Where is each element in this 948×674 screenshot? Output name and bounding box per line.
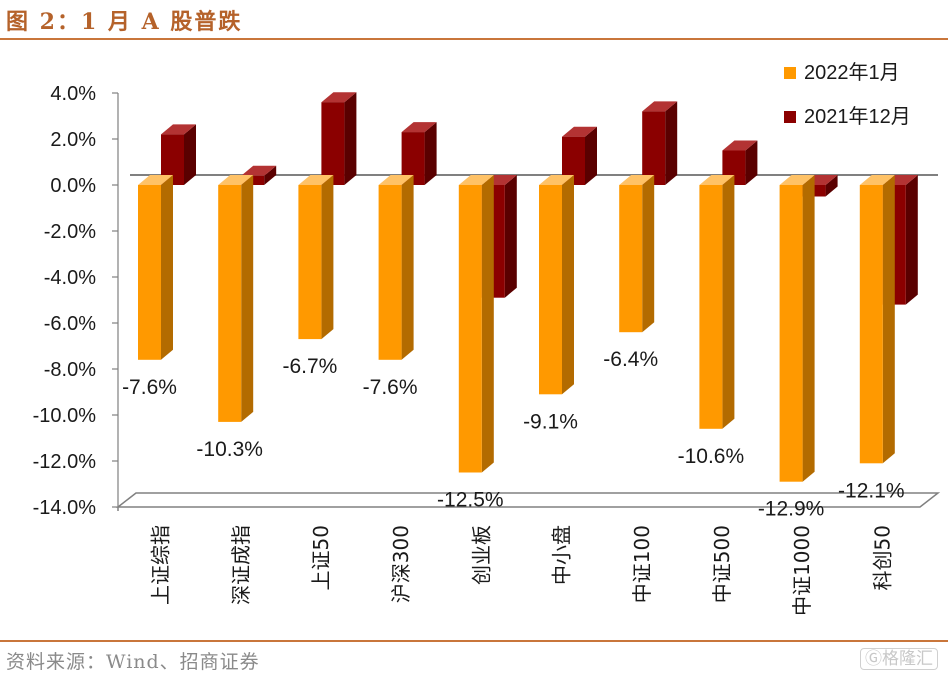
bar-2021-12 <box>562 126 597 185</box>
data-label: -7.6% <box>122 376 177 399</box>
chart-floor <box>115 492 941 508</box>
bar-2022-01 <box>458 175 494 473</box>
x-category-label: 创业板 <box>469 525 493 585</box>
data-label: -10.3% <box>196 438 263 461</box>
y-tick-label: -14.0% <box>33 497 97 519</box>
y-tick-label: -2.0% <box>44 221 96 243</box>
data-label: -6.7% <box>282 355 337 378</box>
x-category-label: 中证100 <box>630 525 654 603</box>
data-label: -6.4% <box>603 348 658 371</box>
y-tick-label: 2.0% <box>50 129 96 151</box>
legend-label-2021-12: 2021年12月 <box>804 105 911 128</box>
bar-2022-01 <box>218 175 254 422</box>
y-tick-label: -4.0% <box>44 267 96 289</box>
bar-2021-12 <box>321 92 357 185</box>
bar-2022-01 <box>298 175 334 340</box>
bar-2021-12 <box>642 101 678 185</box>
data-label: -12.5% <box>437 489 504 512</box>
legend-label-2022-01: 2022年1月 <box>804 61 900 84</box>
x-category-label: 上证50 <box>309 525 333 590</box>
y-tick-label: -6.0% <box>44 313 96 335</box>
bar-2021-12 <box>161 124 196 185</box>
y-tick-label: 4.0% <box>50 83 96 105</box>
x-category-label: 中证1000 <box>790 525 814 616</box>
footer-rule <box>0 640 948 642</box>
title-rule <box>0 38 948 40</box>
bar-2022-01 <box>779 175 815 482</box>
source-note: 资料来源：Wind、招商证券 <box>6 651 260 673</box>
bar-2022-01 <box>619 175 655 333</box>
y-tick-label: 0.0% <box>50 175 96 197</box>
data-label: -12.1% <box>838 479 905 502</box>
bar-2022-01 <box>699 175 735 429</box>
x-category-label: 上证综指 <box>149 525 173 605</box>
y-tick-label: -10.0% <box>33 405 97 427</box>
bar-2022-01 <box>378 175 414 360</box>
bar-2021-12 <box>401 122 437 185</box>
x-category-label: 科创50 <box>870 525 894 590</box>
x-category-label: 中证500 <box>710 525 734 603</box>
watermark-logo: Ⓖ格隆汇 <box>860 648 938 670</box>
data-label: -7.6% <box>363 376 418 399</box>
legend-swatch-2021-12 <box>784 111 796 123</box>
legend-swatch-2022-01 <box>784 67 796 79</box>
bar-2022-01 <box>138 175 173 360</box>
bar-2021-12 <box>722 140 758 185</box>
bar-chart: 4.0% 2.0% 0.0% -2.0% -4.0% -6.0% -8.0% -10.0% -1… <box>33 61 941 616</box>
y-tick-label: -12.0% <box>33 451 97 473</box>
bar-2022-01 <box>859 175 895 464</box>
bar-2022-01 <box>539 175 574 395</box>
figure-title: 图 2：1 月 A 股普跌 <box>6 9 243 35</box>
x-category-label: 沪深300 <box>389 525 413 603</box>
x-category-label: 中小盘 <box>550 525 574 585</box>
y-tick-label: -8.0% <box>44 359 96 381</box>
data-label: -10.6% <box>678 445 745 468</box>
data-label: -12.9% <box>758 498 825 521</box>
watermark-text: 格隆汇 <box>882 649 933 669</box>
x-category-label: 深证成指 <box>229 525 253 605</box>
data-label: -9.1% <box>523 410 578 433</box>
